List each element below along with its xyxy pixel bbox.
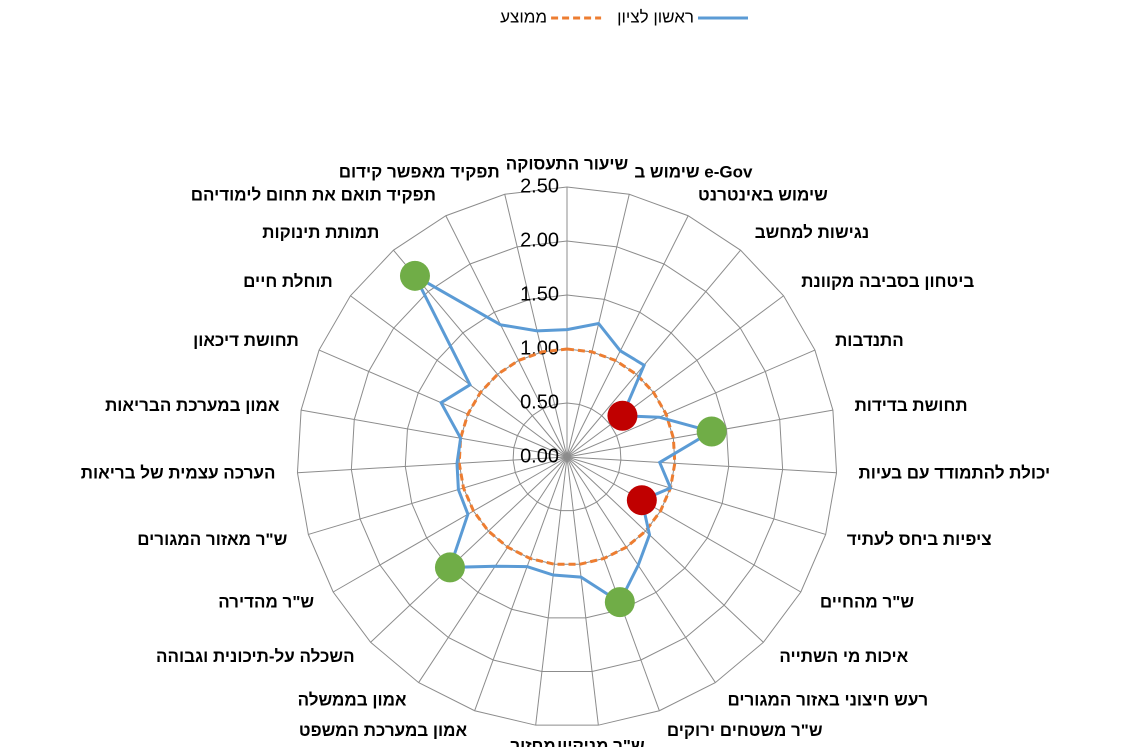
spoke bbox=[566, 295, 784, 458]
category-label: אמון במערכת הבריאות bbox=[105, 396, 280, 415]
category-label: רעש חיצוני באזור המגורים bbox=[727, 690, 928, 709]
spoke bbox=[566, 456, 716, 683]
category-label: תחושת דיכאון bbox=[193, 331, 299, 350]
category-label: אמון במערכת המשפט bbox=[299, 721, 468, 740]
spoke bbox=[566, 456, 837, 474]
spoke bbox=[504, 194, 568, 458]
spoke bbox=[301, 409, 568, 458]
spoke bbox=[566, 249, 741, 458]
category-label: ש"ר מאזור המגורים bbox=[137, 530, 287, 549]
grid-ring bbox=[512, 402, 622, 512]
highlight-marker bbox=[604, 587, 635, 618]
highlight-marker bbox=[399, 260, 430, 291]
spoke bbox=[474, 456, 568, 711]
spoke bbox=[297, 456, 568, 474]
spoke bbox=[350, 295, 568, 458]
legend-label: ראשון לציון bbox=[617, 7, 694, 26]
category-label: איכות מי השתייה bbox=[779, 647, 908, 666]
highlight-marker bbox=[626, 485, 657, 516]
category-label: הערכה עצמית של בריאות bbox=[81, 463, 276, 482]
category-label: ש"ר משטחים ירוקים bbox=[667, 721, 823, 740]
category-label: תחושת בדידות bbox=[855, 396, 968, 415]
category-label: מחזור bbox=[510, 737, 555, 747]
spoke bbox=[535, 456, 568, 726]
legend-label: ממוצע bbox=[500, 7, 547, 26]
r-tick-label: 2.50 bbox=[520, 175, 559, 197]
r-tick-label: 0.00 bbox=[520, 445, 559, 467]
spoke bbox=[370, 456, 568, 643]
spoke bbox=[566, 456, 599, 726]
spoke bbox=[566, 349, 816, 458]
spoke bbox=[566, 456, 660, 711]
spoke bbox=[308, 456, 568, 535]
category-label: שיעור התעסוקה bbox=[506, 154, 629, 173]
category-label: התנדבות bbox=[835, 331, 904, 350]
category-label: תפקיד מאפשר קידום bbox=[339, 162, 500, 181]
category-label: ש"ר מהחיים bbox=[820, 592, 914, 611]
category-label: שימוש באינטרנט bbox=[698, 186, 828, 205]
spoke bbox=[566, 456, 826, 535]
spoke bbox=[445, 215, 568, 458]
category-label: ש"ר מהדירה bbox=[218, 592, 314, 611]
category-label: תפקיד תואם את תחום לימודיהם bbox=[191, 186, 436, 205]
highlight-marker bbox=[696, 416, 727, 447]
spoke bbox=[566, 194, 630, 458]
r-tick-label: 1.00 bbox=[520, 337, 559, 359]
spoke bbox=[566, 456, 802, 593]
grid-ring bbox=[296, 186, 838, 726]
spoke bbox=[566, 456, 764, 643]
category-label: ביטחון בסביבה מקוונת bbox=[801, 272, 974, 291]
grid-ring bbox=[404, 294, 730, 619]
category-label: תוחלת חיים bbox=[243, 272, 333, 291]
category-label: שימוש ב e-Gov bbox=[634, 162, 753, 181]
series-line bbox=[411, 272, 716, 605]
category-label: יכולת להתמודד עם בעיות bbox=[859, 463, 1051, 482]
highlight-marker bbox=[607, 400, 638, 431]
series-line bbox=[457, 347, 677, 566]
spoke bbox=[332, 456, 568, 593]
grid-ring bbox=[350, 240, 784, 673]
category-label: השכלה על-תיכונית וגבוהה bbox=[156, 647, 355, 666]
spoke bbox=[566, 215, 689, 458]
category-label: ציפיות ביחס לעתיד bbox=[847, 530, 992, 549]
r-tick-label: 2.00 bbox=[520, 229, 559, 251]
category-label: תמותת תינוקות bbox=[262, 223, 379, 242]
highlight-marker bbox=[434, 552, 465, 583]
category-label: נגישות למחשב bbox=[755, 223, 870, 242]
r-tick-label: 1.50 bbox=[520, 283, 559, 305]
category-label: אמון בממשלה bbox=[298, 690, 407, 709]
r-tick-label: 0.50 bbox=[520, 391, 559, 413]
spoke bbox=[418, 456, 568, 683]
category-label: ש"ר מניקיון bbox=[557, 737, 645, 747]
